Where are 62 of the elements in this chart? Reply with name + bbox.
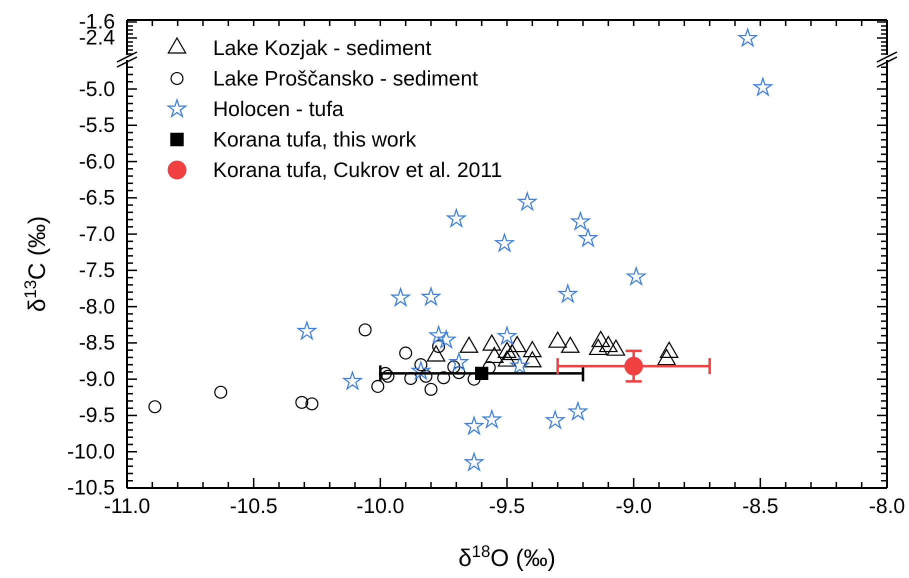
y-tick-label: -9.0 bbox=[78, 368, 115, 391]
legend-label: Korana tufa, this work bbox=[213, 128, 417, 152]
point bbox=[295, 396, 308, 409]
point bbox=[446, 209, 466, 227]
point bbox=[305, 397, 318, 410]
point bbox=[343, 372, 362, 390]
point bbox=[298, 322, 316, 340]
point bbox=[571, 212, 590, 230]
point bbox=[437, 371, 450, 384]
point bbox=[482, 410, 502, 428]
point bbox=[391, 288, 410, 306]
point bbox=[475, 366, 488, 380]
legend-label: Holocen - tufa bbox=[213, 98, 344, 121]
y-tick-label: -8.5 bbox=[78, 332, 115, 355]
x-axis-title: δ$^{18}$O (‰) bbox=[458, 542, 556, 572]
point bbox=[754, 78, 772, 96]
point bbox=[510, 356, 530, 374]
point bbox=[412, 361, 430, 380]
point bbox=[452, 366, 466, 380]
y-tick-label: -9.5 bbox=[78, 404, 115, 428]
point bbox=[214, 386, 228, 399]
legend-label: Korana tufa, Cukrov et al. 2011 bbox=[213, 159, 502, 182]
point bbox=[558, 284, 578, 302]
point bbox=[495, 234, 514, 252]
x-tick-label: -8.0 bbox=[868, 494, 906, 518]
y-tick-label: -7.0 bbox=[78, 222, 115, 246]
point bbox=[518, 192, 537, 210]
y-tick-label: -7.5 bbox=[78, 259, 115, 282]
point bbox=[404, 372, 418, 385]
y-tick-label: -8.0 bbox=[78, 295, 115, 318]
legend-label: Lake Proščansko - sediment bbox=[213, 68, 478, 90]
x-tick-label: -8.5 bbox=[742, 494, 778, 518]
x-tick-label: -9.0 bbox=[616, 494, 652, 518]
y-tick-label: -5.0 bbox=[78, 78, 115, 101]
x-tick-label: -10.5 bbox=[230, 494, 278, 518]
point bbox=[464, 452, 484, 471]
point bbox=[624, 356, 643, 376]
point bbox=[399, 346, 412, 360]
point bbox=[436, 330, 456, 348]
point bbox=[546, 410, 564, 429]
point bbox=[378, 366, 392, 380]
point bbox=[422, 287, 440, 306]
y-tick-label: -10.0 bbox=[67, 440, 115, 464]
point bbox=[578, 228, 598, 246]
y-tick-label: -6.5 bbox=[78, 186, 115, 210]
legend-label: Lake Kozjak - sediment bbox=[213, 37, 432, 60]
point bbox=[450, 352, 468, 371]
point bbox=[568, 402, 588, 420]
point bbox=[464, 416, 484, 434]
point bbox=[148, 400, 162, 414]
point bbox=[429, 326, 448, 344]
point bbox=[371, 380, 384, 393]
point bbox=[358, 323, 372, 336]
x-tick-label: -10.0 bbox=[356, 494, 404, 518]
point bbox=[498, 326, 516, 344]
y-tick-label: -6.0 bbox=[78, 150, 115, 174]
x-tick-label: -9.5 bbox=[488, 494, 526, 518]
point bbox=[468, 372, 481, 386]
y-tick-label: -5.5 bbox=[78, 114, 115, 138]
point bbox=[381, 370, 394, 383]
point bbox=[626, 267, 646, 285]
point bbox=[424, 382, 438, 396]
